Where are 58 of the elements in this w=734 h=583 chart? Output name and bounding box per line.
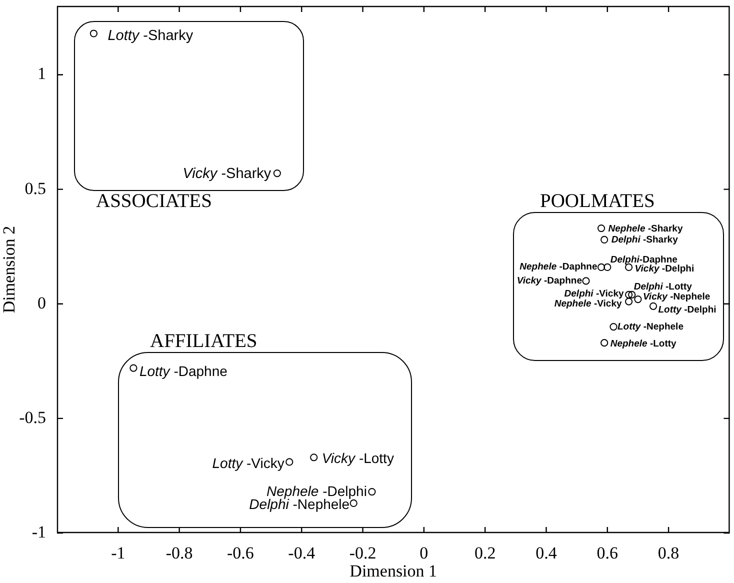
annotation: Lotty -Sharky — [108, 28, 194, 44]
y-tick-label: -0.5 — [19, 408, 46, 427]
x-tick-label: -0.8 — [166, 544, 193, 563]
point — [597, 263, 606, 272]
annotation: Lotty -Delphi — [658, 304, 716, 316]
x-axis-title: Dimension 1 — [350, 561, 438, 580]
x-tick-label: 0.8 — [658, 544, 680, 563]
annotation: Nephele -Lotty — [610, 338, 676, 350]
annotation: Nephele -Vicky — [554, 298, 622, 309]
point — [600, 236, 608, 244]
y-tick-label: 0 — [38, 293, 46, 312]
y-axis-title: Dimension 2 — [0, 226, 19, 314]
x-tick-label: -0.2 — [349, 544, 376, 563]
point — [610, 322, 618, 331]
point — [634, 295, 642, 304]
x-tick-label: -0.6 — [227, 544, 254, 563]
point — [628, 290, 636, 299]
annotation: AFFILIATES — [150, 331, 258, 352]
annotation: POOLMATES — [540, 191, 655, 212]
point — [130, 364, 138, 372]
annotation: Lotty -Vicky — [212, 454, 284, 471]
point — [582, 277, 590, 285]
y-tick-label: 1 — [38, 64, 46, 84]
annotation: Lotty -Nephele — [618, 321, 684, 332]
point — [90, 30, 98, 38]
x-tick-label: 0.4 — [536, 544, 558, 563]
x-tick-label: 0.2 — [474, 544, 496, 563]
x-tick-label: -0.4 — [288, 544, 316, 563]
point — [310, 454, 318, 462]
annotation: Vicky -Sharky — [182, 166, 272, 182]
annotation: Delphi -Lotty — [634, 280, 692, 292]
annotation: Lotty -Daphne — [139, 363, 228, 380]
point — [624, 298, 633, 306]
point — [368, 488, 376, 496]
annotation: Delphi -Sharky — [611, 234, 678, 245]
x-tick-label: 0 — [420, 544, 428, 563]
y-tick-label: 0.5 — [24, 178, 46, 198]
annotation: ASSOCIATES — [96, 191, 212, 212]
annotation: Nephele -Daphne — [520, 261, 598, 272]
point — [286, 458, 294, 466]
annotation: Vicky -Nephele — [642, 292, 710, 303]
point — [604, 263, 612, 272]
point — [624, 290, 633, 299]
y-tick-label: -1 — [32, 522, 46, 542]
annotation: Vicky -Lotty — [322, 450, 394, 466]
annotation: Vicky -Daphne — [516, 275, 582, 286]
annotation: Delphi-Daphne — [610, 254, 678, 266]
annotation: Nephele -Sharky — [608, 224, 683, 234]
point — [273, 169, 281, 178]
point — [600, 339, 608, 347]
point — [597, 224, 606, 232]
point — [649, 302, 658, 310]
point — [350, 499, 358, 508]
x-tick-label: -1 — [111, 544, 126, 563]
x-tick-label: 0.6 — [596, 544, 618, 563]
annotation: Delphi -Vicky — [564, 288, 624, 299]
annotation: Nephele -Delphi — [266, 482, 367, 499]
annotation: Vicky -Delphi — [634, 263, 694, 274]
